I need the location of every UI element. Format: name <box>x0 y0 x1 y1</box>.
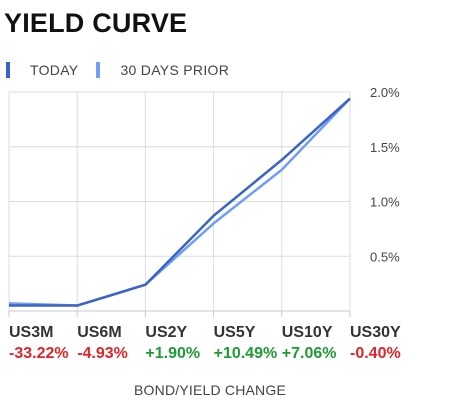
legend-label-30-days-prior: 30 DAYS PRIOR <box>120 62 230 78</box>
change-label-us2y: +1.90% <box>145 345 201 362</box>
change-label-us5y: +10.49% <box>213 345 278 362</box>
y-tick-label-1: 1.0% <box>370 195 400 210</box>
legend-item-today[interactable]: TODAY <box>6 62 78 78</box>
footer-label: BOND/YIELD CHANGE <box>134 382 286 398</box>
change-label-us10y: +7.06% <box>281 345 337 362</box>
chart-title: YIELD CURVE <box>4 8 188 38</box>
change-row: -33.22% -4.93% +1.90% +10.49% +7.06% -0.40% <box>7 345 407 369</box>
x-tick-label-us10y: US10Y <box>282 324 333 341</box>
y-tick-label-2: 1.5% <box>370 140 400 155</box>
legend-swatch-30-days-prior <box>96 62 101 78</box>
x-tick-label-us3m: US3M <box>9 324 53 341</box>
yield-curve-chart: 0.5% 1.0% 1.5% 2.0% US3M US6M US2Y US5Y US10Y US3… <box>8 85 401 341</box>
series-line-today <box>9 97 351 307</box>
x-tick-label-us30y: US30Y <box>350 324 401 341</box>
y-tick-label-3: 2.0% <box>370 85 400 100</box>
legend-swatch-today <box>6 62 10 78</box>
x-tick-label-us5y: US5Y <box>214 324 256 341</box>
change-label-us3m: -33.22% <box>9 345 69 362</box>
change-label-us6m: -4.93% <box>77 345 128 362</box>
x-tick-label-us2y: US2Y <box>145 324 187 341</box>
legend: TODAY 30 DAYS PRIOR <box>6 60 247 80</box>
legend-item-30-days-prior[interactable]: 30 DAYS PRIOR <box>96 62 229 78</box>
y-tick-label-0: 0.5% <box>370 249 400 264</box>
legend-label-today: TODAY <box>30 62 79 78</box>
x-tick-label-us6m: US6M <box>77 324 121 341</box>
change-label-us30y: -0.40% <box>350 345 401 362</box>
